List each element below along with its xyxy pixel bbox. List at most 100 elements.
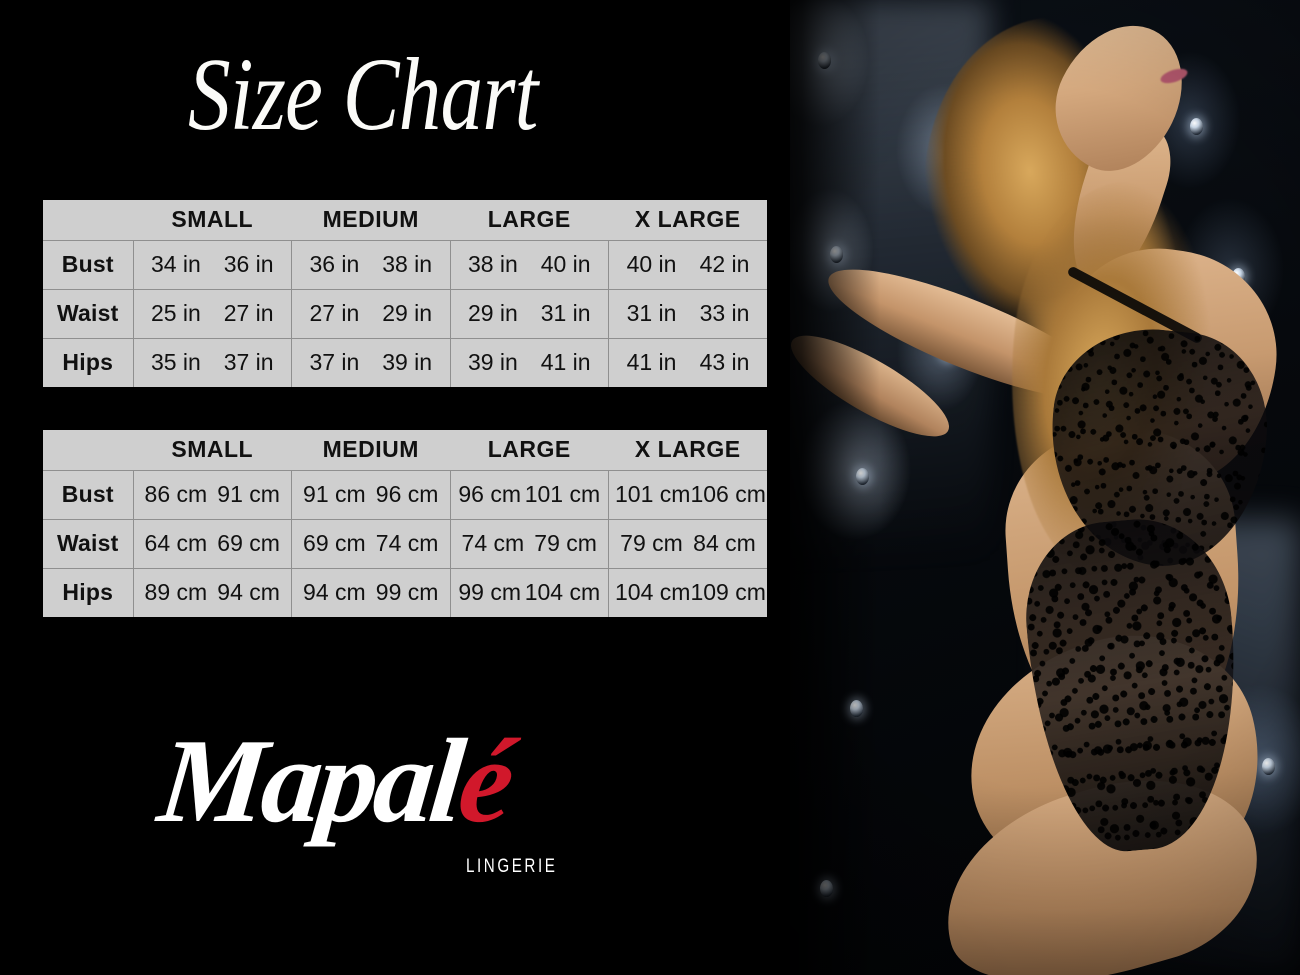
value-max: 36 in [223, 251, 274, 277]
value-min: 69 cm [303, 530, 366, 556]
table-row: Hips 35 in 37 in 37 in 39 in 39 in 41 in 41… [43, 337, 767, 387]
value-min: 86 cm [144, 481, 208, 507]
table-row: Waist 64 cm 69 cm 69 cm 74 cm 74 cm 79 cm 7… [43, 518, 767, 568]
cell-waist-x-large: 31 in 33 in [608, 288, 767, 338]
value-max: 84 cm [693, 530, 756, 556]
cell-bust-x-large: 101 cm 106 cm [608, 470, 767, 519]
cell-waist-medium: 27 in 29 in [291, 288, 451, 338]
value-max: 39 in [382, 349, 433, 376]
value-min: 41 in [626, 349, 677, 376]
value-max: 29 in [382, 300, 433, 326]
cell-waist-x-large: 79 cm 84 cm [608, 518, 767, 568]
value-min: 74 cm [461, 530, 525, 556]
value-min: 101 cm [615, 481, 691, 507]
value-min: 99 cm [458, 579, 521, 606]
value-min: 104 cm [615, 579, 691, 606]
value-min: 27 in [309, 300, 360, 326]
row-label-bust: Bust [43, 240, 134, 289]
value-max: 69 cm [217, 530, 280, 556]
value-max: 96 cm [375, 481, 439, 507]
value-max: 94 cm [217, 579, 280, 606]
cell-bust-large: 38 in 40 in [450, 240, 609, 289]
value-max: 99 cm [375, 579, 439, 606]
value-min: 91 cm [303, 481, 366, 507]
cell-bust-medium: 36 in 38 in [291, 240, 451, 289]
row-label-hips: Hips [43, 337, 134, 387]
content-panel: Size Chart SMALL MEDIUM LARGE X LARGE Bu… [43, 37, 767, 877]
table-header-row: SMALL MEDIUM LARGE X LARGE [43, 430, 767, 470]
value-min: 40 in [626, 251, 677, 277]
table-row: Hips 89 cm 94 cm 94 cm 99 cm 99 cm 104 cm 1… [43, 567, 767, 617]
table-row: Bust 34 in 36 in 36 in 38 in 38 in 40 in 40… [43, 240, 767, 289]
value-min: 38 in [467, 251, 518, 277]
header-blank [43, 430, 133, 470]
page-title: Size Chart [188, 37, 538, 152]
header-blank [43, 200, 133, 240]
header-large: LARGE [450, 200, 609, 240]
value-max: 27 in [223, 300, 274, 326]
table-row: Waist 25 in 27 in 27 in 29 in 29 in 31 in 3… [43, 288, 767, 338]
cell-hips-medium: 94 cm 99 cm [291, 567, 451, 617]
value-max: 31 in [540, 300, 591, 326]
cell-hips-small: 35 in 37 in [133, 337, 292, 387]
size-table-centimeters: SMALL MEDIUM LARGE X LARGE Bust 86 cm 91 … [43, 430, 767, 617]
header-medium: MEDIUM [291, 200, 450, 240]
row-label-bust: Bust [43, 470, 134, 519]
row-label-waist: Waist [43, 518, 134, 568]
value-max: 101 cm [524, 481, 601, 507]
value-max: 33 in [699, 300, 750, 326]
table-row: Bust 86 cm 91 cm 91 cm 96 cm 96 cm 101 cm 1… [43, 470, 767, 519]
header-x-large: X LARGE [608, 200, 767, 240]
header-large: LARGE [450, 430, 609, 470]
value-max: 42 in [699, 251, 750, 277]
brand-tagline: LINGERIE [466, 856, 558, 877]
cell-hips-large: 39 in 41 in [450, 337, 609, 387]
row-label-waist: Waist [43, 288, 134, 338]
value-max: 79 cm [534, 530, 597, 556]
value-max: 109 cm [690, 579, 766, 606]
value-min: 94 cm [303, 579, 366, 606]
brand-name: Mapal [153, 714, 468, 847]
value-min: 89 cm [144, 579, 208, 606]
value-min: 37 in [309, 349, 360, 376]
cell-waist-small: 64 cm 69 cm [133, 518, 292, 568]
value-min: 64 cm [144, 530, 208, 556]
value-min: 34 in [150, 251, 201, 277]
value-min: 36 in [309, 251, 360, 277]
brand-wordmark: Mapalé [153, 714, 627, 847]
table-header-row: SMALL MEDIUM LARGE X LARGE [43, 200, 767, 240]
cell-bust-small: 86 cm 91 cm [133, 470, 292, 519]
cell-waist-large: 29 in 31 in [450, 288, 609, 338]
header-small: SMALL [133, 430, 292, 470]
value-min: 29 in [467, 300, 518, 326]
value-min: 39 in [467, 349, 518, 376]
model-photo [760, 0, 1300, 975]
cell-waist-small: 25 in 27 in [133, 288, 292, 338]
value-max: 37 in [223, 349, 274, 376]
cell-hips-medium: 37 in 39 in [291, 337, 451, 387]
value-min: 31 in [626, 300, 677, 326]
size-table-inches: SMALL MEDIUM LARGE X LARGE Bust 34 in 36 … [43, 200, 767, 387]
header-medium: MEDIUM [291, 430, 450, 470]
value-min: 79 cm [620, 530, 683, 556]
cell-hips-large: 99 cm 104 cm [450, 567, 609, 617]
header-small: SMALL [133, 200, 292, 240]
value-min: 35 in [150, 349, 201, 376]
value-max: 41 in [540, 349, 591, 376]
cell-bust-small: 34 in 36 in [133, 240, 292, 289]
cell-bust-large: 96 cm 101 cm [450, 470, 609, 519]
value-max: 43 in [699, 349, 750, 376]
value-max: 40 in [540, 251, 591, 277]
cell-bust-x-large: 40 in 42 in [608, 240, 767, 289]
cell-hips-small: 89 cm 94 cm [133, 567, 292, 617]
cell-waist-medium: 69 cm 74 cm [291, 518, 451, 568]
row-label-hips: Hips [43, 567, 134, 617]
value-min: 25 in [150, 300, 201, 326]
cell-hips-x-large: 41 in 43 in [608, 337, 767, 387]
value-max: 106 cm [690, 481, 766, 507]
header-x-large: X LARGE [608, 430, 767, 470]
value-min: 96 cm [458, 481, 521, 507]
value-max: 38 in [382, 251, 433, 277]
cell-waist-large: 74 cm 79 cm [450, 518, 609, 568]
